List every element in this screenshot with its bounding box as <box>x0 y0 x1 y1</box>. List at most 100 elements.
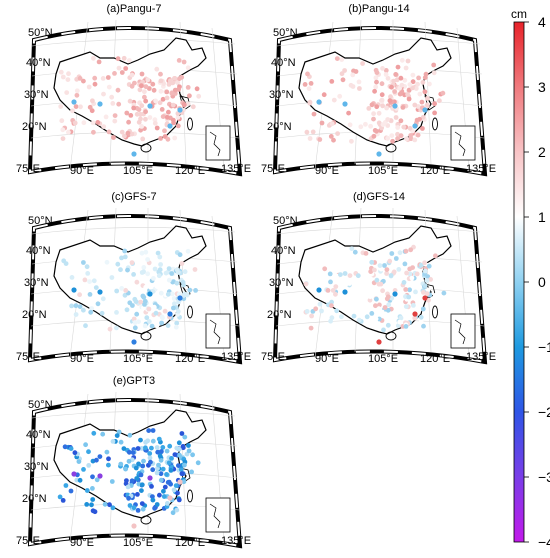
hainan-island <box>385 143 397 153</box>
station-marker <box>181 59 187 65</box>
station-marker <box>100 76 106 81</box>
station-marker <box>126 119 131 125</box>
station-marker <box>140 136 146 142</box>
hainan-island <box>140 143 152 153</box>
station-marker <box>383 68 389 73</box>
station-marker <box>60 498 66 503</box>
station-marker-accent <box>97 473 103 479</box>
latitude-label: 30°N <box>269 89 294 101</box>
station-marker <box>137 87 143 93</box>
station-marker <box>169 90 175 96</box>
longitude-label: 120°E <box>175 353 205 365</box>
longitude-label: 135°E <box>466 163 496 175</box>
station-marker <box>169 456 174 461</box>
station-marker-accent <box>71 471 77 477</box>
station-marker <box>81 78 86 84</box>
colorbar-tick-label: 1 <box>538 209 546 225</box>
station-marker <box>105 75 111 80</box>
station-marker <box>395 131 400 137</box>
station-marker-accent <box>392 103 398 109</box>
station-marker <box>193 288 199 293</box>
station-marker <box>149 484 154 489</box>
station-marker <box>94 314 99 320</box>
station-marker <box>388 94 393 100</box>
station-marker <box>154 502 160 507</box>
station-marker-accent <box>147 475 153 481</box>
station-marker <box>86 449 91 455</box>
station-marker <box>406 96 412 102</box>
station-marker <box>103 114 109 120</box>
station-marker-accent <box>412 311 418 317</box>
station-marker <box>304 309 310 314</box>
station-marker <box>146 306 152 312</box>
station-marker <box>196 93 202 99</box>
station-marker <box>418 319 424 325</box>
station-marker <box>134 279 140 285</box>
longitude-label: 105°E <box>368 353 398 365</box>
station-marker <box>130 303 135 308</box>
station-marker <box>374 70 380 75</box>
panel-title: (c)GFS-7 <box>111 191 156 203</box>
station-marker <box>185 248 191 254</box>
station-marker <box>142 323 148 329</box>
station-marker <box>381 327 386 333</box>
station-marker <box>182 434 188 440</box>
station-marker <box>413 289 418 295</box>
station-marker <box>81 260 86 265</box>
station-marker <box>143 116 148 122</box>
station-marker <box>161 276 167 282</box>
station-dots <box>58 55 202 157</box>
longitude-label: 120°E <box>420 353 450 365</box>
station-marker <box>327 271 333 277</box>
longitude-label: 90°E <box>315 165 339 177</box>
station-marker <box>421 290 426 295</box>
station-marker <box>399 82 405 88</box>
station-marker <box>73 303 79 309</box>
station-marker <box>133 299 139 304</box>
latitude-label: 30°N <box>24 89 49 101</box>
station-marker <box>90 497 96 502</box>
station-marker <box>390 138 395 144</box>
station-marker <box>170 510 176 516</box>
station-marker <box>119 255 124 261</box>
longitude-label: 75°E <box>16 535 40 547</box>
station-marker <box>96 59 102 65</box>
station-marker <box>394 306 400 312</box>
station-marker <box>402 77 408 83</box>
station-marker <box>164 89 170 95</box>
taiwan-island <box>432 305 438 319</box>
station-marker <box>385 135 391 141</box>
hainan-island <box>385 331 397 341</box>
station-marker <box>427 247 432 253</box>
station-marker <box>112 113 118 118</box>
station-marker <box>112 71 117 76</box>
station-marker <box>109 275 115 280</box>
station-marker <box>163 270 169 276</box>
coastline <box>179 467 191 483</box>
station-marker <box>129 83 135 89</box>
station-marker <box>369 102 375 108</box>
station-marker <box>58 69 64 75</box>
station-marker <box>166 266 172 271</box>
station-marker <box>413 86 419 91</box>
station-marker <box>106 462 111 468</box>
station-marker <box>147 115 153 120</box>
station-marker <box>334 308 340 314</box>
station-marker <box>140 293 146 299</box>
station-marker <box>140 506 146 512</box>
station-marker <box>127 432 133 438</box>
station-marker-accent <box>376 339 382 345</box>
station-marker <box>154 470 160 476</box>
station-marker <box>333 291 338 297</box>
station-marker <box>302 82 308 87</box>
station-marker <box>419 99 425 105</box>
colorbar-ramp <box>513 21 525 543</box>
station-marker <box>190 104 196 110</box>
station-marker <box>158 88 164 94</box>
station-marker <box>100 431 106 437</box>
station-marker <box>187 93 192 99</box>
station-marker <box>371 133 377 139</box>
station-marker <box>185 65 191 71</box>
station-marker <box>424 291 430 297</box>
station-marker <box>143 109 148 115</box>
